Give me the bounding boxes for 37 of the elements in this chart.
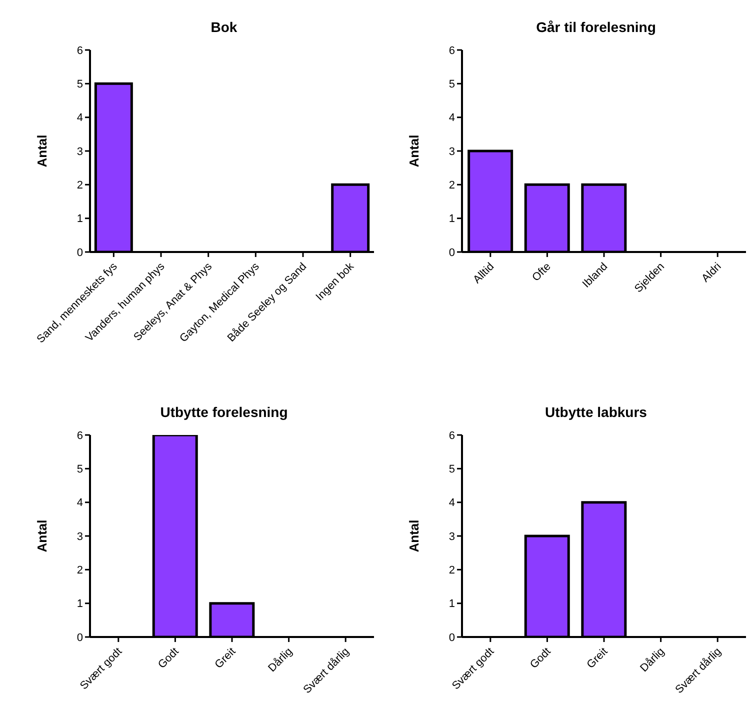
- y-axis-title: Antal: [406, 134, 422, 168]
- y-tick-label: 4: [76, 112, 83, 124]
- y-tick-label: 0: [76, 632, 83, 644]
- y-tick-label: 3: [448, 146, 455, 158]
- y-tick-label: 1: [448, 598, 455, 610]
- y-axis-title: Antal: [34, 520, 50, 552]
- y-tick-label: 0: [76, 246, 83, 259]
- y-tick-label: 0: [448, 632, 455, 644]
- y-tick-label: 5: [76, 78, 83, 91]
- y-tick-label: 6: [76, 430, 83, 442]
- y-tick-label: 3: [448, 530, 455, 543]
- x-tick-label: Ofte: [530, 260, 554, 284]
- y-tick-label: 3: [76, 146, 83, 158]
- y-axis-title: Antal: [406, 520, 422, 552]
- y-tick-label: 5: [76, 464, 83, 476]
- y-tick-label: 6: [76, 44, 83, 57]
- y-tick-label: 3: [76, 530, 83, 543]
- y-tick-label: 5: [448, 78, 455, 91]
- y-tick-label: 6: [448, 44, 455, 57]
- y-tick-label: 1: [76, 598, 83, 610]
- y-axis-title: Antal: [34, 134, 50, 168]
- y-tick-label: 0: [448, 246, 455, 259]
- y-tick-label: 2: [448, 180, 455, 192]
- chart-title: Utbytte forelesning: [159, 403, 289, 422]
- chart-title: Går til forelesning: [535, 18, 657, 37]
- y-tick-label: 5: [448, 464, 455, 476]
- chart-title: Bok: [210, 18, 238, 37]
- y-tick-label: 2: [448, 564, 455, 577]
- y-tick-label: 6: [448, 430, 455, 442]
- y-tick-label: 4: [448, 497, 455, 510]
- y-tick-label: 2: [76, 180, 83, 192]
- y-tick-label: 1: [76, 213, 83, 226]
- y-tick-label: 2: [76, 564, 83, 577]
- chart-title: Utbytte labkurs: [544, 403, 648, 422]
- y-tick-label: 4: [448, 112, 455, 124]
- y-tick-label: 1: [448, 213, 455, 226]
- y-tick-label: 4: [76, 497, 83, 510]
